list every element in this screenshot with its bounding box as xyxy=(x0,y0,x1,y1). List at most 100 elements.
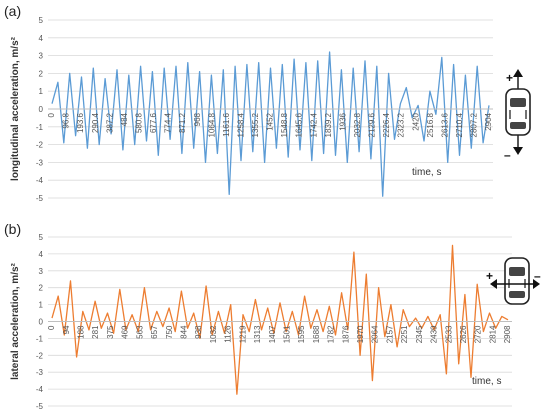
x-tick-label: 290.4 xyxy=(91,112,100,133)
x-tick-label: 2516.8 xyxy=(426,112,435,137)
x-tick-label: 2908 xyxy=(503,325,512,343)
plus-sign: + xyxy=(506,71,513,85)
x-tick-label: 938 xyxy=(194,325,203,339)
y-tick-label: 4 xyxy=(39,34,44,43)
y-tick-label: -5 xyxy=(36,402,44,411)
x-tick-label: 774.4 xyxy=(164,112,173,133)
arrow-left-head xyxy=(490,279,497,289)
car-top-view-longitudinal-arrows-icon: +– xyxy=(504,69,531,162)
x-tick-label: 2533 xyxy=(444,325,453,343)
x-tick-label: 563 xyxy=(135,325,144,339)
x-tick-label: 2157 xyxy=(385,325,394,343)
y-tick-label: 1 xyxy=(39,301,44,310)
x-tick-label: 1258.4 xyxy=(236,112,245,137)
y-tick-label: 0 xyxy=(39,318,44,327)
plus-sign: + xyxy=(486,269,493,283)
car-windshield xyxy=(509,267,525,276)
y-tick-label: -1 xyxy=(36,334,44,343)
y-tick-label: 3 xyxy=(39,52,44,61)
x-tick-label: 1645.6 xyxy=(295,112,304,137)
x-tick-label: 2323.2 xyxy=(397,112,406,137)
y-tick-label: -3 xyxy=(36,158,44,167)
x-tick-label: 1407 xyxy=(268,325,277,343)
y-tick-label: -2 xyxy=(36,141,44,150)
x-tick-label: 677.6 xyxy=(149,112,158,133)
arrow-up-head xyxy=(513,69,523,77)
y-axis-label: longitudinal acceleration, m/s² xyxy=(10,36,21,181)
x-tick-label: 2814 xyxy=(488,325,497,343)
x-tick-label: 281 xyxy=(91,325,100,339)
x-tick-label: 2710.4 xyxy=(455,112,464,137)
data-series-line xyxy=(51,51,490,197)
x-tick-label: 2251 xyxy=(400,325,409,343)
x-tick-label: 387.2 xyxy=(105,112,114,133)
x-tick-label: 2129.6 xyxy=(368,112,377,137)
x-tick-label: 1032 xyxy=(209,325,218,343)
chart-panel-a: (a) 5 4 3 2 1 0 -1 -2 -3 -4 -5 longitudinal accelera… xyxy=(4,3,531,203)
x-tick-label: 1742.4 xyxy=(309,112,318,137)
car-windshield xyxy=(510,98,526,107)
x-tick-label: 2613.6 xyxy=(440,112,449,137)
x-tick-label: 2226.4 xyxy=(382,112,391,137)
x-tick-label: 1688 xyxy=(312,325,321,343)
x-tick-label: 1970 xyxy=(356,325,365,343)
y-tick-label: 0 xyxy=(39,105,44,114)
y-tick-label: 2 xyxy=(39,284,44,293)
x-tick-label: 1219 xyxy=(238,325,247,343)
x-tick-label: 1876 xyxy=(341,325,350,343)
arrow-down-head xyxy=(513,147,523,155)
x-tick-label: 657 xyxy=(150,325,159,339)
y-tick-label: -5 xyxy=(36,194,44,203)
x-tick-label: 1936 xyxy=(338,112,347,130)
x-tick-label: 469 xyxy=(121,325,130,339)
y-tick-label: -2 xyxy=(36,351,44,360)
x-tick-label: 2720 xyxy=(474,325,483,343)
x-tick-label: 1782 xyxy=(327,325,336,343)
x-tick-label: 1161.6 xyxy=(222,112,231,136)
x-tick-label: 484 xyxy=(120,112,129,126)
x-tick-label: 2345 xyxy=(415,325,424,343)
x-tick-label: 1313 xyxy=(253,325,262,343)
panel-label: (a) xyxy=(4,3,21,19)
x-tick-label: 193.6 xyxy=(76,112,85,133)
x-tick-label: 188 xyxy=(77,325,86,339)
y-tick-label: -4 xyxy=(36,385,44,394)
x-axis-label: time, s xyxy=(412,167,441,178)
arrow-right-head xyxy=(533,279,540,289)
x-tick-label: 1548.8 xyxy=(280,112,289,137)
y-axis-label: lateral acceleration, m/s² xyxy=(10,262,21,379)
x-tick-label: 871.2 xyxy=(178,112,187,133)
x-tick-label: 2420 xyxy=(411,112,420,130)
x-tick-label: 0 xyxy=(47,325,56,330)
car-top-view-lateral-arrows-icon: + – xyxy=(486,257,541,305)
x-tick-label: 968 xyxy=(193,112,202,126)
minus-sign: – xyxy=(504,148,511,162)
car-rear-window xyxy=(509,291,525,298)
y-tick-label: 4 xyxy=(39,250,44,259)
x-tick-label: 94 xyxy=(62,325,71,334)
x-tick-label: 375 xyxy=(106,325,115,339)
y-tick-label: 5 xyxy=(39,233,44,242)
x-tick-label: 2626 xyxy=(459,325,468,343)
x-tick-label: 2064 xyxy=(371,325,380,343)
y-tick-label: -4 xyxy=(36,176,44,185)
x-tick-label: 0 xyxy=(47,112,56,117)
minus-sign: – xyxy=(534,269,541,283)
x-tick-label: 2807.2 xyxy=(470,112,479,137)
x-tick-label: 1064.8 xyxy=(207,112,216,137)
y-tick-label: 3 xyxy=(39,267,44,276)
panel-label: (b) xyxy=(4,221,21,237)
x-tick-label: 1355.2 xyxy=(251,112,260,137)
x-tick-label: 1595 xyxy=(297,325,306,343)
x-tick-label: 2904 xyxy=(484,112,493,130)
y-tick-label: -1 xyxy=(36,123,44,132)
x-tick-label: 1501 xyxy=(282,325,291,343)
x-tick-label: 844 xyxy=(179,325,188,339)
x-tick-label: 2439 xyxy=(430,325,439,343)
y-tick-label: 5 xyxy=(39,16,44,25)
x-tick-label: 96.8 xyxy=(62,112,71,128)
data-series-line xyxy=(51,244,509,395)
